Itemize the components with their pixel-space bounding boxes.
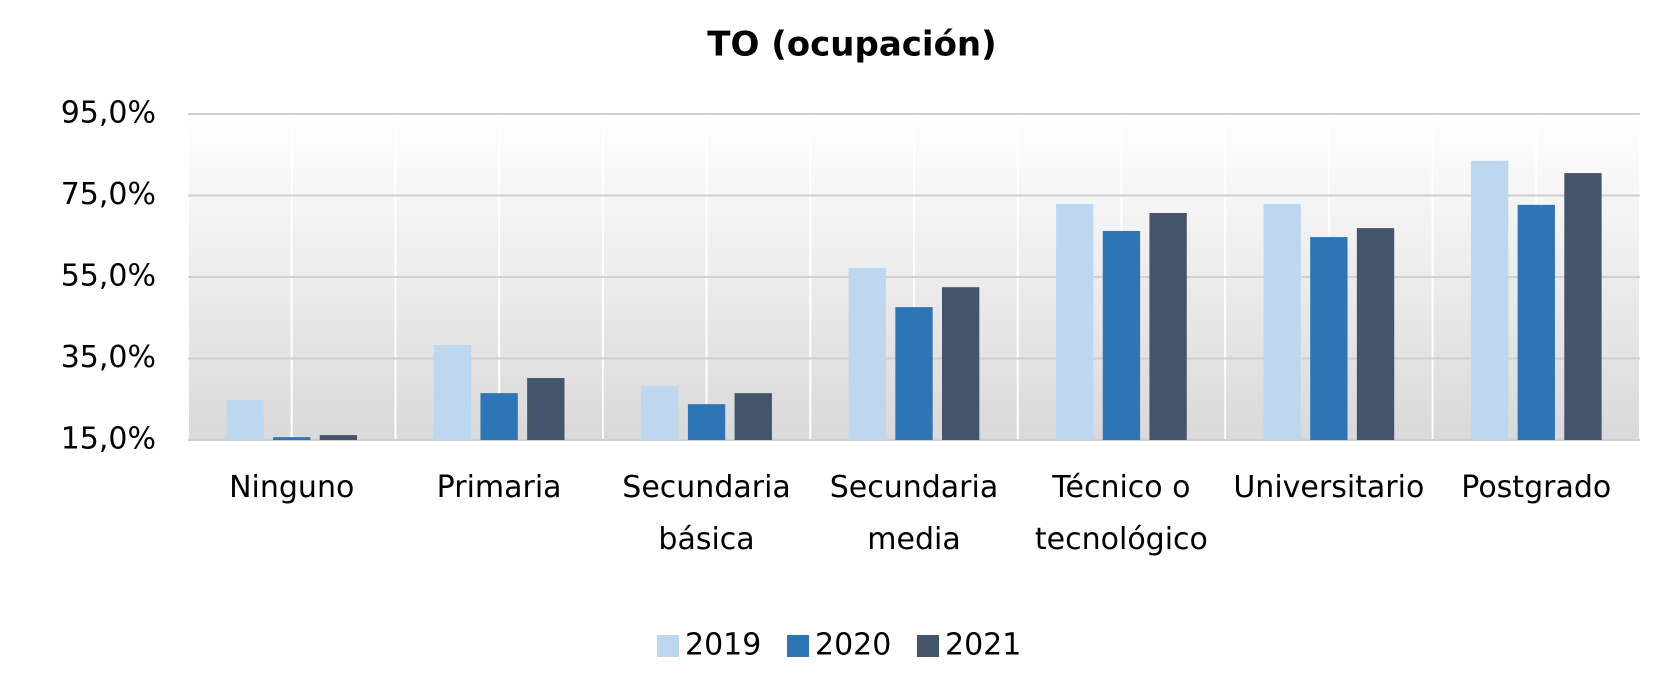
bar (1263, 204, 1301, 440)
legend-swatch (917, 635, 939, 657)
legend-label: 2020 (815, 628, 891, 663)
y-tick-label: 55,0% (61, 259, 156, 294)
legend-label: 2019 (685, 628, 761, 663)
chart-title: TO (ocupación) (707, 25, 996, 65)
bar (1310, 237, 1348, 440)
bar (1149, 213, 1187, 440)
x-tick-label: Secundaria básica (622, 470, 791, 557)
bar (641, 385, 679, 440)
legend-label: 2021 (945, 628, 1021, 663)
y-tick-label: 75,0% (61, 177, 156, 212)
y-tick-label: 35,0% (61, 340, 156, 375)
bar (1102, 230, 1141, 440)
bar (1517, 204, 1555, 440)
bar (273, 437, 311, 440)
x-tick-label: Universitario (1233, 470, 1425, 505)
bar (1564, 173, 1602, 440)
y-tick-label: 95,0% (61, 96, 156, 131)
bar (1056, 204, 1094, 440)
bar (848, 268, 886, 440)
y-tick-label: 15,0% (61, 422, 156, 457)
x-tick-label: Secundaria media (829, 470, 999, 557)
bar (1356, 228, 1395, 440)
bar (734, 393, 772, 440)
legend-swatch (657, 635, 679, 657)
legend-swatch (787, 635, 809, 657)
bar (319, 435, 358, 440)
bar (942, 287, 980, 440)
bar (527, 378, 565, 440)
bar (480, 393, 518, 440)
bar (895, 307, 933, 440)
bar (1470, 160, 1509, 441)
bar (226, 400, 264, 440)
bar (433, 345, 472, 440)
x-tick-label: Postgrado (1461, 470, 1612, 505)
x-tick-label: Primaria (436, 470, 562, 505)
x-tick-label: Ninguno (229, 470, 355, 505)
bar (687, 404, 726, 440)
x-tick-label: Técnico o tecnológico (1034, 470, 1208, 557)
